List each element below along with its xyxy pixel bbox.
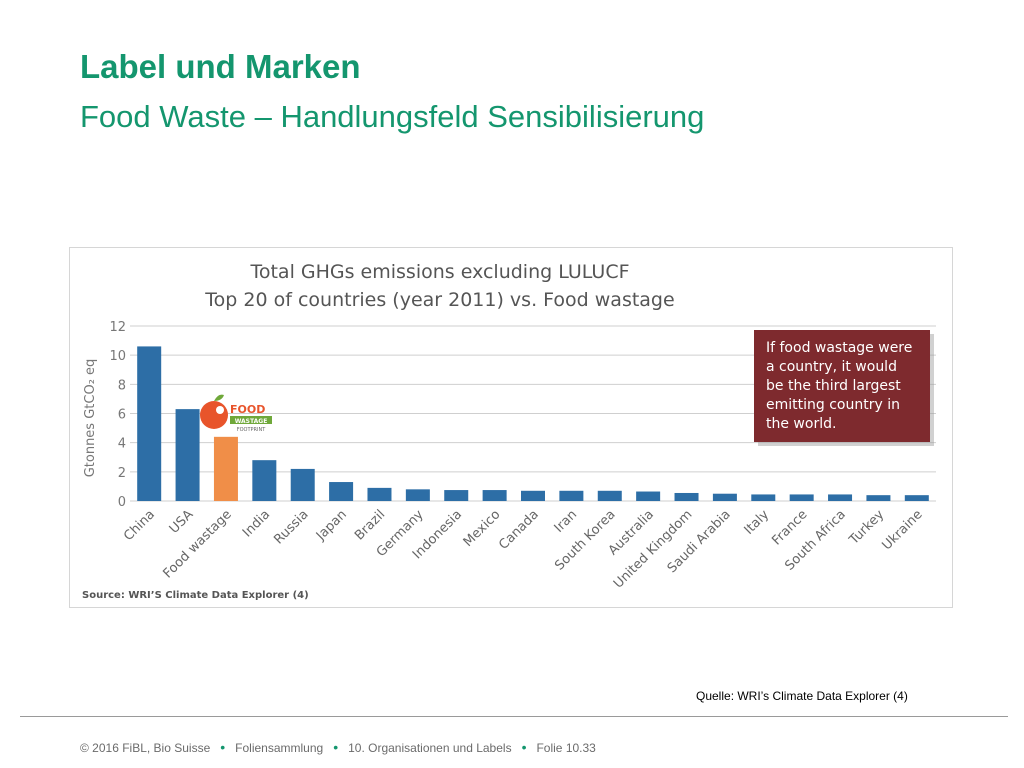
- bar-south-africa: [828, 494, 853, 501]
- x-tick-label: Food wastage: [161, 507, 235, 581]
- callout-text: If food wastage were a country, it would b…: [766, 340, 912, 432]
- bar-japan: [329, 482, 354, 501]
- bar-south-korea: [597, 490, 622, 501]
- footer-folie: Folie 10.33: [536, 741, 596, 755]
- footer-collection: Foliensammlung: [235, 741, 324, 755]
- bar-ukraine: [904, 495, 929, 501]
- x-tick-label: Japan: [313, 507, 350, 544]
- x-tick-label: Russia: [271, 507, 311, 547]
- bar-usa: [175, 409, 200, 501]
- bar-united-kingdom: [674, 492, 699, 501]
- badge-line-footprint: FOOTPRINT: [237, 427, 267, 433]
- x-tick-label: USA: [167, 507, 197, 537]
- badge-line-food: FOOD: [230, 403, 265, 416]
- bar-australia: [636, 491, 661, 501]
- x-tick-label: China: [121, 507, 158, 544]
- footer-copyright: © 2016 FiBL, Bio Suisse: [80, 741, 211, 755]
- y-tick-label: 4: [118, 437, 126, 452]
- footer-divider: [20, 716, 1008, 717]
- bullet-icon: •: [220, 739, 226, 755]
- chart-frame: Total GHGs emissions excluding LULUCF To…: [69, 247, 953, 608]
- bar-germany: [405, 489, 430, 501]
- apple-icon: [200, 394, 228, 429]
- y-tick-label: 0: [118, 495, 126, 510]
- bar-brazil: [367, 487, 392, 501]
- chart-subtitle: Top 20 of countries (year 2011) vs. Food…: [204, 289, 674, 311]
- bullet-icon: •: [521, 739, 527, 755]
- slide-title: Label und Marken: [80, 48, 361, 85]
- ghg-bar-chart: Total GHGs emissions excluding LULUCF To…: [82, 261, 936, 601]
- source-note: Quelle: WRI’s Climate Data Explorer (4): [696, 689, 908, 703]
- bar-italy: [751, 494, 776, 501]
- x-tick-label: Ukraine: [880, 507, 926, 553]
- y-tick-label: 2: [118, 466, 126, 481]
- slide-subtitle: Food Waste – Handlungsfeld Sensibilisier…: [80, 99, 705, 134]
- x-tick-label: Iran: [552, 507, 581, 536]
- x-tick-label: Italy: [742, 507, 773, 538]
- chart-title: Total GHGs emissions excluding LULUCF: [249, 261, 629, 283]
- bar-food-wastage: [213, 436, 238, 501]
- bar-france: [789, 494, 814, 501]
- footer: © 2016 FiBL, Bio Suisse • Foliensammlung • 1…: [80, 739, 596, 755]
- chart-source: Source: WRI’S Climate Data Explorer (4): [82, 590, 309, 601]
- bar-iran: [559, 490, 584, 501]
- bar-saudi-arabia: [712, 493, 737, 501]
- x-tick-label: India: [240, 507, 273, 540]
- y-tick-label: 10: [109, 349, 126, 364]
- y-tick-label: 8: [118, 378, 126, 393]
- bar-mexico: [482, 490, 507, 501]
- x-tick-label: Brazil: [352, 507, 388, 543]
- y-tick-label: 6: [118, 408, 126, 423]
- footer-chapter: 10. Organisationen und Labels: [348, 741, 512, 755]
- food-wastage-footprint-logo: FOOD WASTAGE FOOTPRINT: [200, 394, 272, 433]
- badge-line-wastage: WASTAGE: [235, 418, 268, 425]
- x-tick-label: Canada: [496, 507, 542, 553]
- bar-turkey: [866, 495, 891, 501]
- bar-indonesia: [444, 490, 469, 501]
- y-axis-label: Gtonnes GtCO₂ eq: [83, 359, 98, 478]
- y-tick-label: 12: [109, 320, 126, 335]
- bar-russia: [290, 468, 315, 501]
- bar-canada: [521, 490, 545, 501]
- bar-india: [252, 460, 277, 501]
- bar-china: [137, 346, 162, 501]
- callout-box: If food wastage were a country, it would b…: [754, 330, 934, 446]
- bullet-icon: •: [333, 739, 339, 755]
